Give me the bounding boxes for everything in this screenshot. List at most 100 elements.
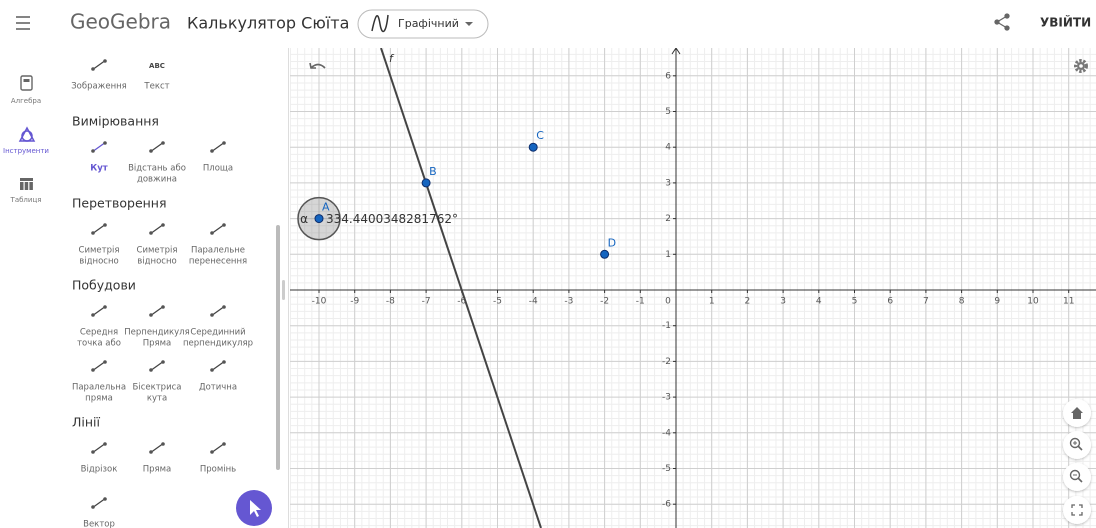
point-label: C <box>536 129 544 142</box>
rail-label: Алгебра <box>11 97 41 105</box>
mode-dropdown[interactable]: Графічний <box>357 9 489 39</box>
x-tick-label: 10 <box>1027 297 1039 307</box>
icon-dot <box>103 442 107 446</box>
tool-icon <box>91 223 107 235</box>
point-label: A <box>322 201 330 214</box>
algebra-icon[interactable] <box>20 75 33 91</box>
x-tick-label: -8 <box>386 297 395 307</box>
tool-icon <box>210 305 226 317</box>
fullscreen-button[interactable] <box>1063 496 1091 524</box>
y-axis-arrow <box>671 48 681 55</box>
icon-dot <box>103 497 107 501</box>
tool-label: відносно <box>79 257 118 267</box>
icon-dot <box>103 59 107 63</box>
tool-icon <box>210 223 226 235</box>
x-tick-label: -7 <box>422 297 431 307</box>
x-tick-label: 4 <box>816 297 822 307</box>
login-button[interactable]: УВІЙТИ <box>1040 15 1091 30</box>
angle-name: α <box>300 212 308 226</box>
table-icon[interactable] <box>20 178 33 190</box>
point <box>600 249 610 259</box>
icon-dot <box>210 231 214 235</box>
point <box>528 142 538 152</box>
section-title: Лінії <box>72 415 101 430</box>
tool-icon <box>91 141 107 153</box>
x-tick-label: 6 <box>887 297 893 307</box>
tool-icon <box>91 59 107 71</box>
y-tick-label: -2 <box>662 357 671 367</box>
icon-dot <box>161 305 165 309</box>
tool-label: Дотична <box>199 383 237 393</box>
menu-button[interactable] <box>16 16 30 30</box>
tool-label: Бісектриса <box>133 383 182 393</box>
section-title: Перетворення <box>72 196 167 211</box>
home-button[interactable] <box>1063 399 1091 427</box>
tool-icon <box>210 141 226 153</box>
icon-dot <box>103 223 107 227</box>
tool-icon <box>149 442 165 454</box>
y-tick-label: -1 <box>662 321 671 331</box>
tool-icon <box>91 442 107 454</box>
point <box>314 214 324 224</box>
drag-handle[interactable] <box>282 280 285 300</box>
section-title: Побудови <box>72 278 136 293</box>
tool-label: Відстань або <box>128 164 186 174</box>
icon-text: ABC <box>149 62 165 70</box>
scrollbar[interactable] <box>276 225 280 470</box>
tool-icon <box>149 360 165 372</box>
rail-label: Інструменти <box>3 147 49 155</box>
tool-label: Перпендикуля <box>124 328 189 338</box>
x-tick-label: 9 <box>994 297 1000 307</box>
tool-label: Кут <box>90 164 107 174</box>
icon-dot <box>149 149 153 153</box>
icon-dot <box>103 305 107 309</box>
icon-dot <box>222 223 226 227</box>
tool-icon <box>210 442 226 454</box>
x-tick-label: 2 <box>745 297 751 307</box>
tool-label: Симетрія <box>137 246 178 256</box>
share-button[interactable] <box>994 13 1010 31</box>
tool-icon <box>149 141 165 153</box>
tool-label: Симетрія <box>79 246 120 256</box>
icon-dot <box>149 231 153 235</box>
y-tick-label: 5 <box>665 107 671 117</box>
tool-label: Вектор <box>83 520 115 528</box>
x-tick-label: -10 <box>312 297 327 307</box>
icon-dot <box>91 67 95 71</box>
tools-icon[interactable] <box>18 126 36 142</box>
x-tick-label: 7 <box>923 297 929 307</box>
tool-label: Текст <box>143 82 169 92</box>
icon-dot <box>103 141 107 145</box>
undo-button[interactable] <box>309 62 326 69</box>
tool-label: Відрізок <box>81 465 118 475</box>
tool-label: Зображення <box>71 82 127 92</box>
x-tick-label: -4 <box>529 297 538 307</box>
icon-dot <box>149 450 153 454</box>
tool-icon <box>91 360 107 372</box>
zoom-in-button[interactable] <box>1063 431 1091 459</box>
move-fab[interactable] <box>236 490 272 526</box>
tool-icon <box>91 305 107 317</box>
icon-dot <box>91 313 95 317</box>
tool-label: Паралельна <box>72 383 126 393</box>
side-rail <box>18 75 36 190</box>
icon-dot <box>161 360 165 364</box>
y-tick-label: 1 <box>665 250 671 260</box>
icon-dot <box>91 368 95 372</box>
x-tick-label: 3 <box>780 297 786 307</box>
point-label: D <box>608 236 616 249</box>
mode-label: Графічний <box>398 17 459 30</box>
x-tick-label: 11 <box>1063 297 1074 307</box>
icon-dot <box>91 231 95 235</box>
point-label: B <box>429 165 437 178</box>
x-tick-label: -3 <box>564 297 573 307</box>
tool-icon <box>210 360 226 372</box>
line-label: f <box>389 52 395 65</box>
x-tick-label: 8 <box>959 297 965 307</box>
tool-label: відносно <box>137 257 176 267</box>
logo: GeoGebra <box>70 10 171 34</box>
zoom-out-button[interactable] <box>1063 463 1091 491</box>
icon-dot <box>161 442 165 446</box>
tool-icon <box>91 497 107 509</box>
settings-button[interactable] <box>1074 59 1088 73</box>
